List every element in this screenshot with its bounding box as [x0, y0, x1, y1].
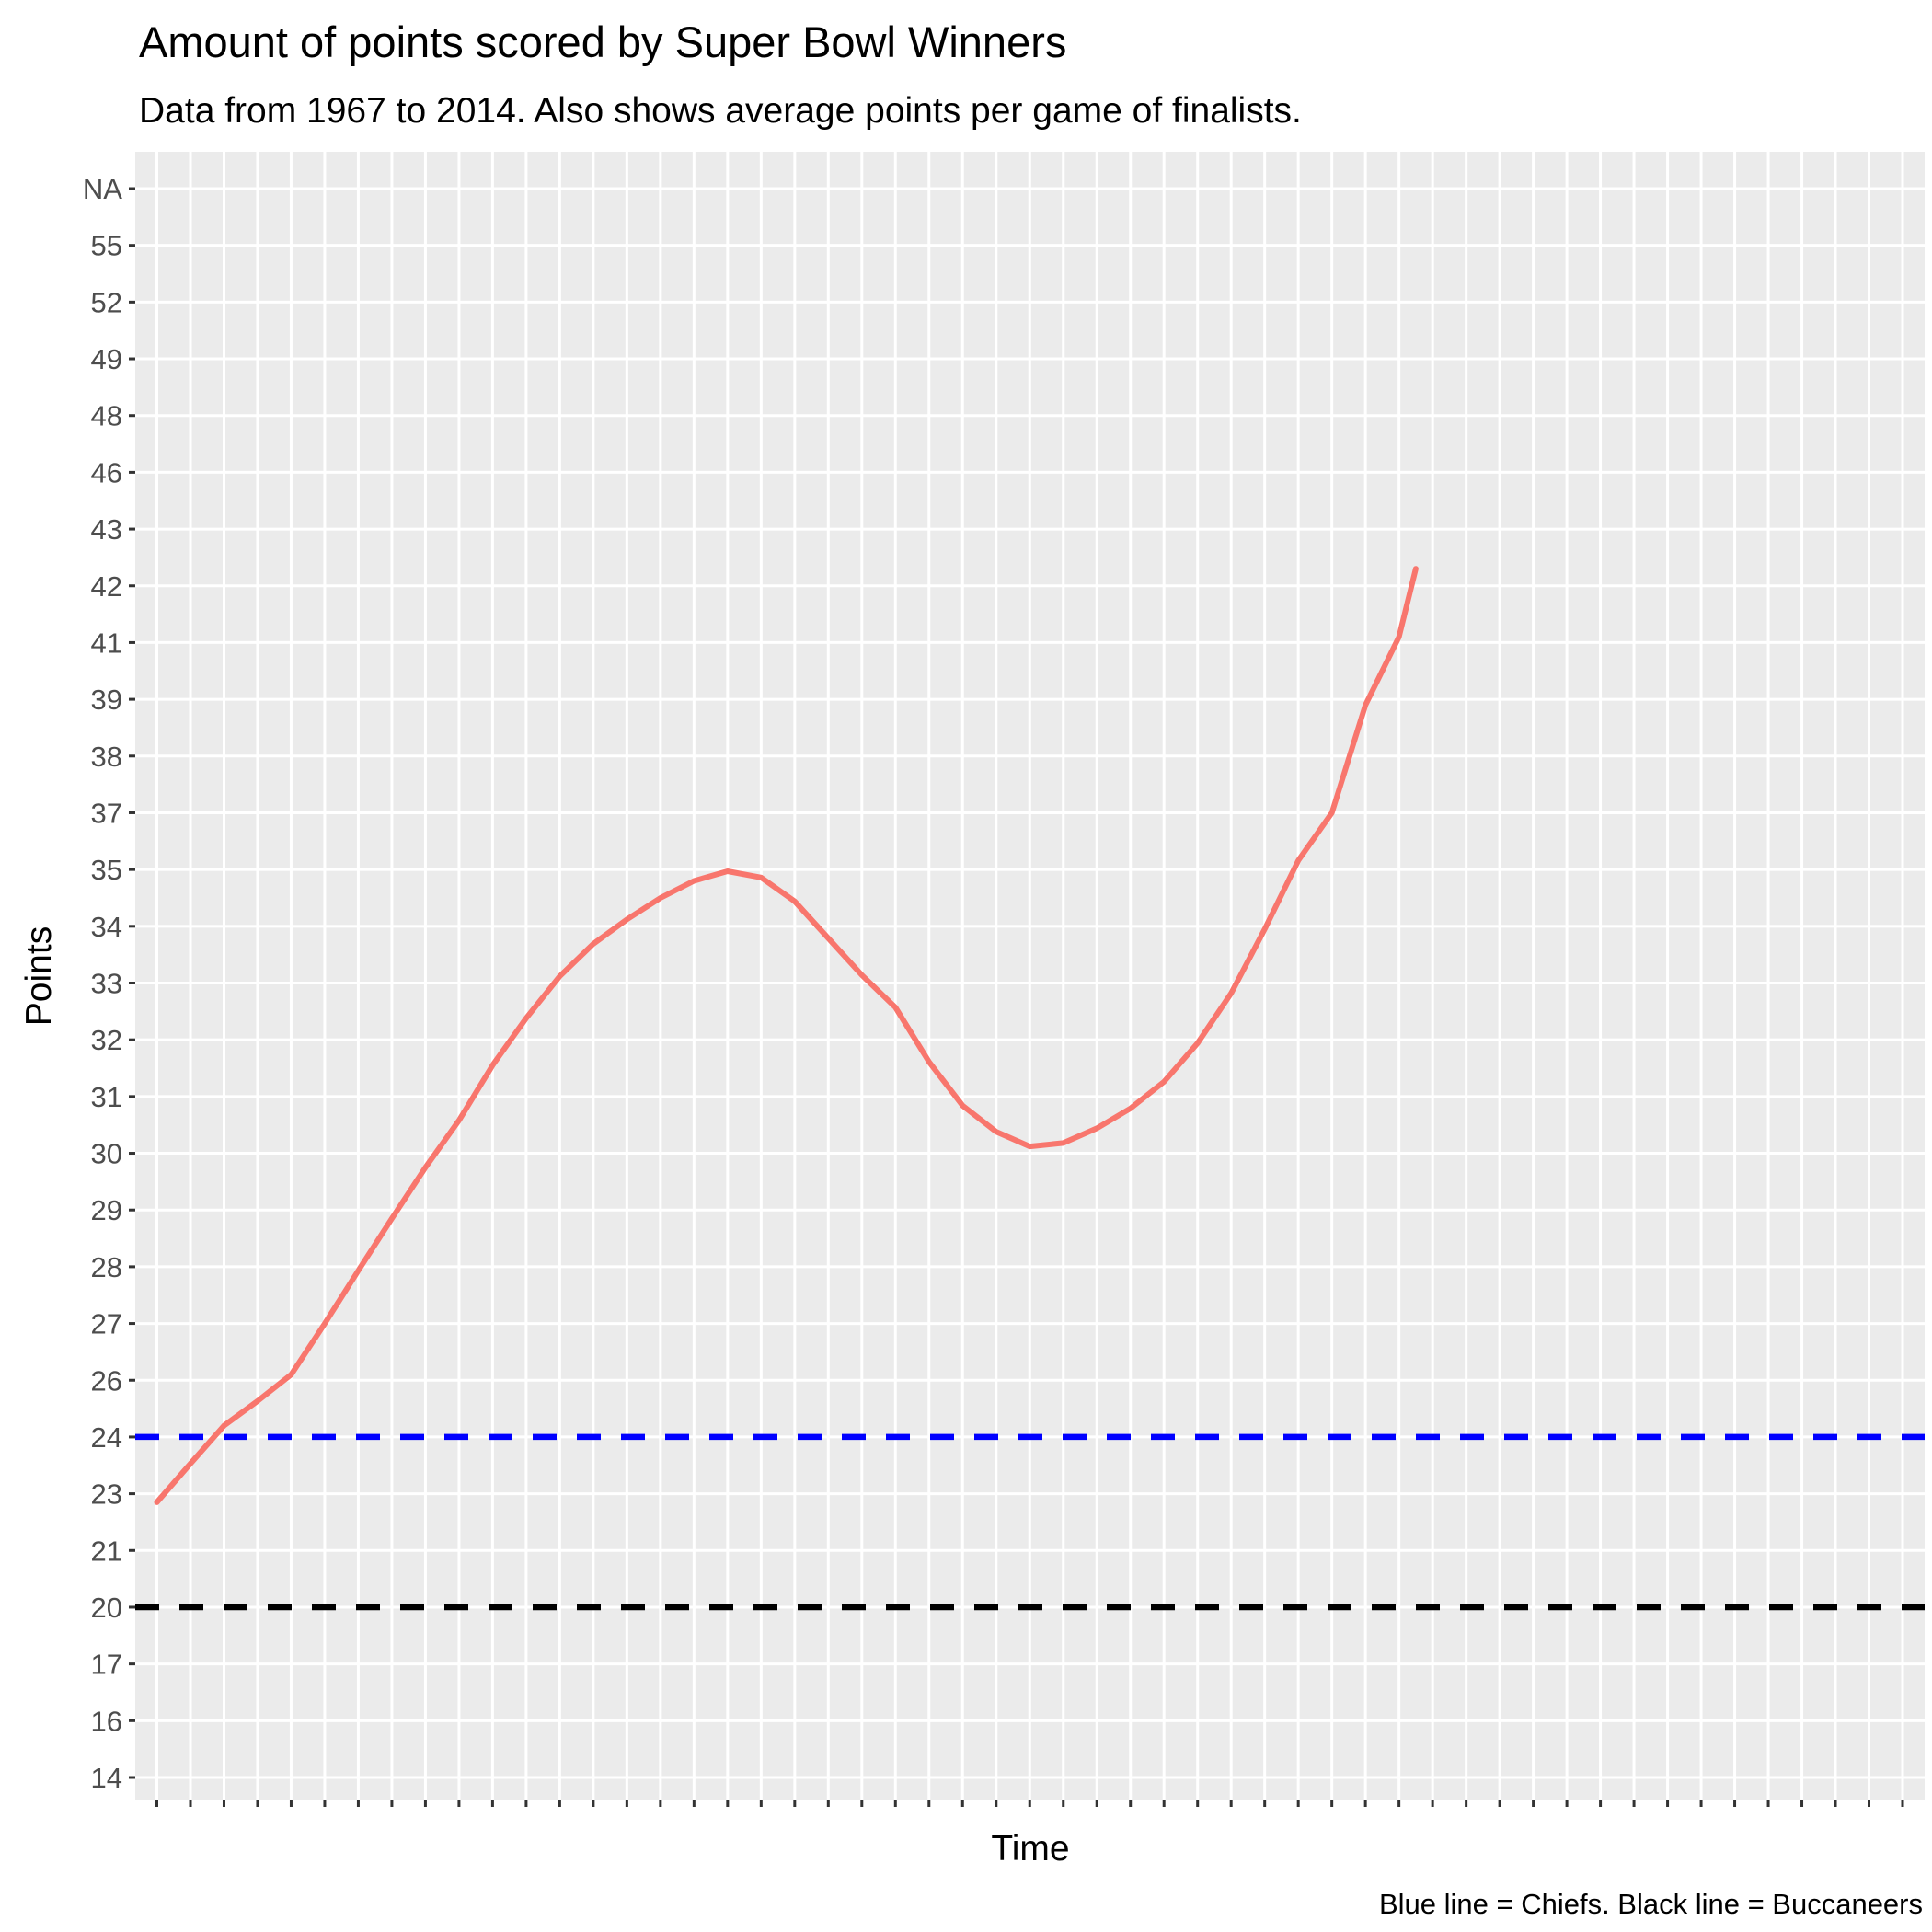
- x-axis: [155, 1800, 1904, 1807]
- y-tick-label: 17: [91, 1649, 122, 1681]
- y-axis: 14 16 17 20 21 23 24 26 27 28 29 30 31 32 33 34 35 37 38 39…: [83, 173, 135, 1794]
- y-tick-label: 28: [91, 1251, 122, 1283]
- chart-title: Amount of points scored by Super Bowl Wi…: [139, 17, 1066, 66]
- x-axis-title: Time: [991, 1829, 1069, 1869]
- y-tick-label: 20: [91, 1592, 122, 1624]
- y-tick-label: 29: [91, 1194, 122, 1226]
- chart-caption: Blue line = Chiefs. Black line = Buccane…: [1379, 1888, 1923, 1920]
- data-series: [154, 566, 1419, 1505]
- y-tick-label: 48: [91, 400, 122, 432]
- y-tick-label: 46: [91, 456, 122, 489]
- y-tick-label: 24: [91, 1421, 122, 1454]
- y-tick-label: 37: [91, 797, 122, 829]
- reference-lines: [135, 1433, 1925, 1611]
- y-axis-title: Points: [19, 926, 59, 1026]
- y-tick-label: 16: [91, 1705, 122, 1737]
- y-tick-label: NA: [83, 173, 122, 205]
- y-tick-label: 55: [91, 230, 122, 262]
- y-tick-label: 43: [91, 513, 122, 546]
- y-tick-label: 33: [91, 968, 122, 1000]
- y-tick-label: 23: [91, 1478, 122, 1511]
- y-tick-label: 30: [91, 1138, 122, 1170]
- y-tick-label: 35: [91, 854, 122, 886]
- y-gridlines: [135, 187, 1925, 1779]
- y-tick-label: 31: [91, 1081, 122, 1113]
- series-line: [154, 566, 1419, 1505]
- y-tick-label: 34: [91, 911, 122, 943]
- y-tick-label: 26: [91, 1364, 122, 1397]
- y-tick-label: 39: [91, 684, 122, 716]
- y-tick-label: 52: [91, 286, 122, 318]
- y-tick-label: 27: [91, 1308, 122, 1340]
- y-tick-label: 41: [91, 627, 122, 659]
- chart-subtitle: Data from 1967 to 2014. Also shows avera…: [139, 91, 1302, 131]
- y-tick-label: 38: [91, 741, 122, 773]
- y-tick-label: 32: [91, 1024, 122, 1056]
- y-tick-label: 49: [91, 343, 122, 375]
- y-tick-label: 14: [91, 1762, 122, 1794]
- y-tick-label: 42: [91, 570, 122, 603]
- y-tick-label: 21: [91, 1535, 122, 1567]
